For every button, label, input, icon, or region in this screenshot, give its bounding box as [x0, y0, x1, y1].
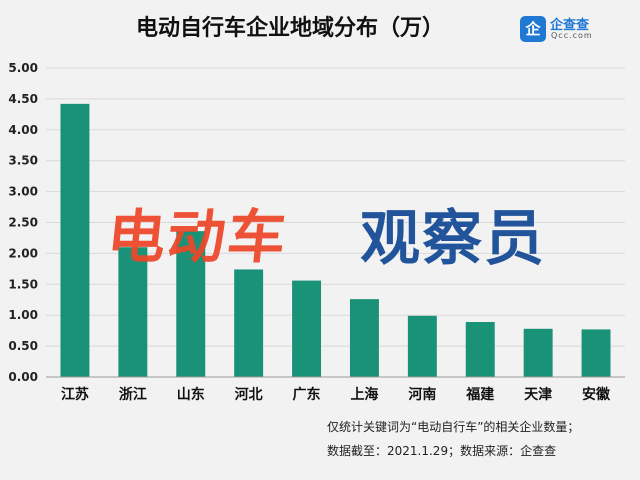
y-tick-label: 0.00 — [8, 370, 38, 384]
watermark-right: 观察员 — [360, 204, 546, 274]
bar — [176, 231, 206, 377]
x-tick-label: 山东 — [177, 386, 205, 403]
y-tick-label: 4.00 — [8, 123, 38, 137]
watermark-left: 电动车 — [103, 203, 292, 271]
bar — [292, 280, 322, 377]
y-tick-label: 1.00 — [8, 308, 38, 322]
x-tick-label: 天津 — [524, 386, 552, 403]
bar — [60, 103, 90, 378]
y-tick-label: 2.00 — [8, 246, 38, 260]
bar — [118, 247, 148, 377]
bar — [407, 315, 437, 377]
bar — [349, 299, 379, 377]
bar — [465, 321, 495, 377]
bar — [523, 328, 553, 377]
qcc-logo-domain: Qcc.com — [551, 31, 593, 40]
x-tick-label: 福建 — [465, 386, 494, 403]
footnote-scope: 仅统计关键词为“电动自行车”的相关企业数量； — [327, 420, 580, 434]
x-tick-label: 广东 — [293, 386, 321, 403]
y-tick-label: 4.50 — [8, 92, 38, 106]
x-tick-label: 江苏 — [61, 386, 89, 403]
qcc-logo: 企 企查查 Qcc.com — [520, 14, 620, 44]
y-tick-label: 0.50 — [8, 339, 38, 353]
y-tick-label: 5.00 — [8, 61, 38, 75]
x-tick-label: 安徽 — [582, 386, 611, 403]
y-tick-label: 3.50 — [8, 154, 38, 168]
bar — [234, 269, 264, 377]
qcc-logo-icon: 企 — [520, 16, 546, 42]
x-tick-label: 上海 — [350, 386, 378, 403]
qcc-logo-name: 企查查 — [550, 18, 590, 33]
x-tick-label: 河南 — [408, 386, 436, 403]
y-tick-label: 2.50 — [8, 216, 38, 230]
footnote-source: 数据截至：2021.1.29；数据来源：企查查 — [327, 444, 557, 458]
y-tick-label: 1.50 — [8, 277, 38, 291]
chart-title: 电动自行车企业地域分布（万） — [135, 16, 444, 41]
x-tick-label: 浙江 — [119, 386, 147, 403]
bar — [581, 329, 611, 377]
y-tick-label: 3.00 — [8, 185, 38, 199]
x-tick-label: 河北 — [235, 386, 263, 403]
